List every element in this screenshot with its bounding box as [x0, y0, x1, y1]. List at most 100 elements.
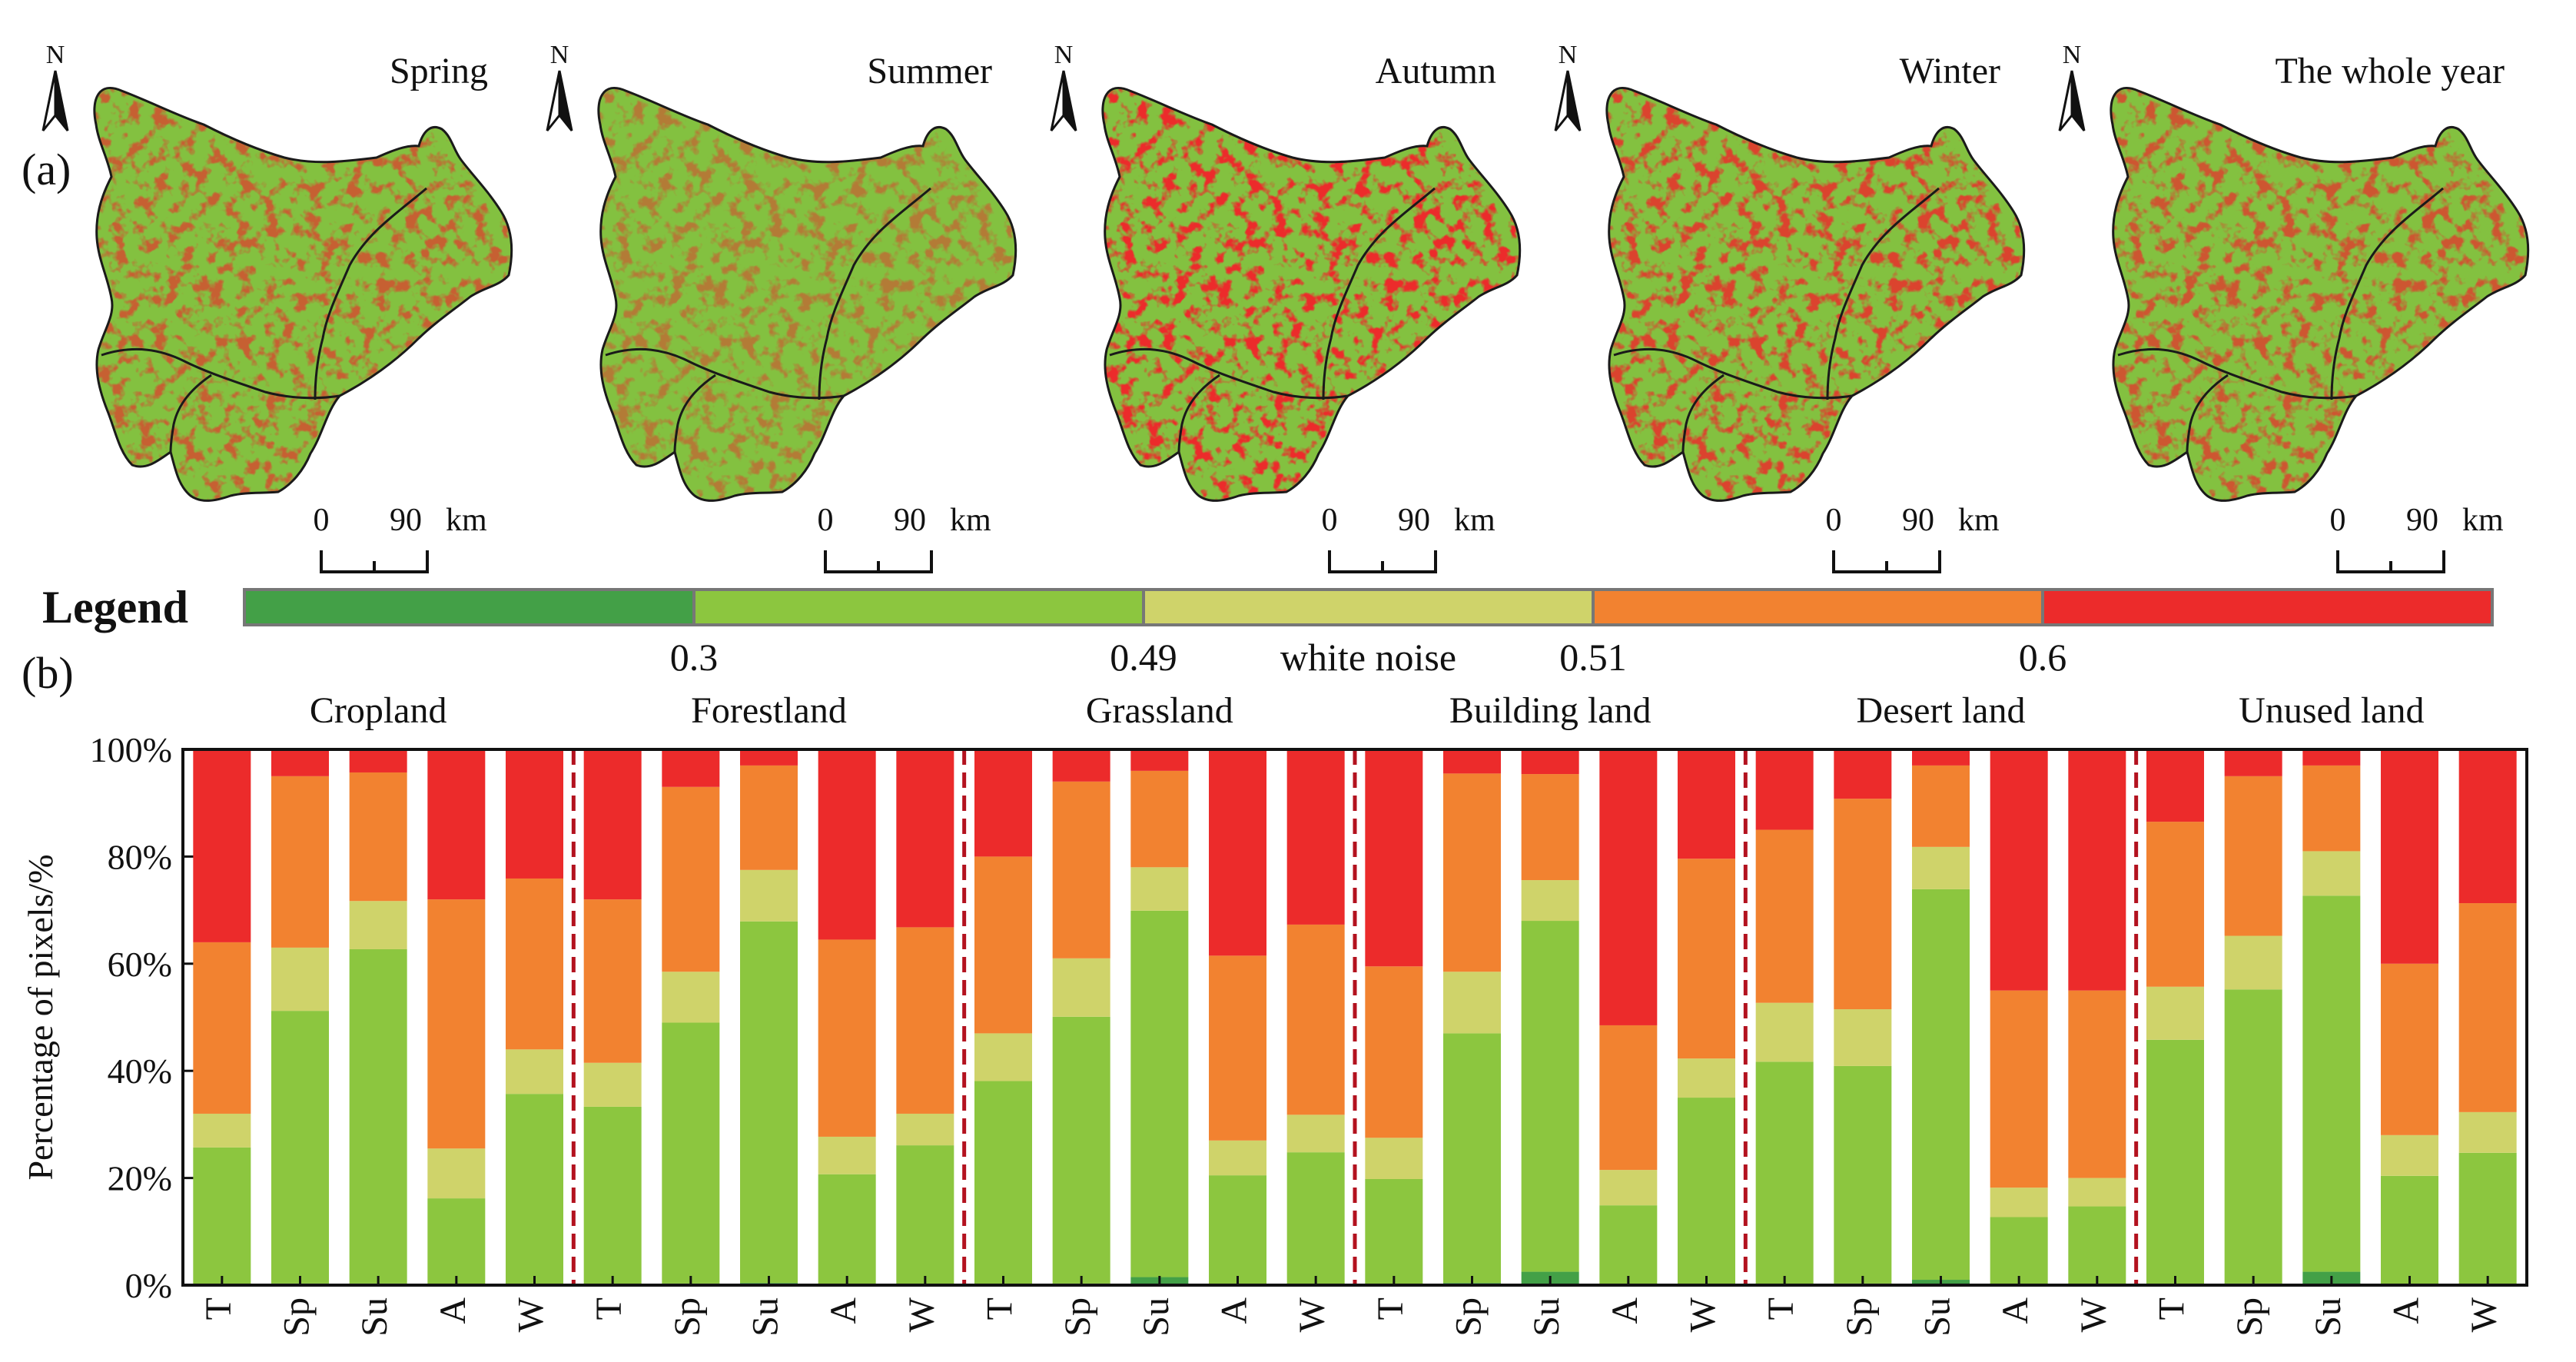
- group-label: Grassland: [1086, 690, 1233, 731]
- bar-segment: [583, 749, 642, 900]
- north-arrow-icon: N: [1554, 41, 1582, 131]
- map-title: Autumn: [1376, 51, 1496, 91]
- map-3: N Autumn 0 90 km: [1050, 41, 1522, 573]
- north-arrow-letter: N: [550, 41, 569, 69]
- bar-segment: [427, 1148, 486, 1199]
- bar-segment: [349, 772, 407, 902]
- scale-unit-label: km: [446, 503, 487, 538]
- bar-segment: [2381, 1134, 2438, 1176]
- scale-distance-label: 90: [1902, 503, 1934, 538]
- bar-segment: [1286, 749, 1345, 925]
- legend-tick-label: 0.6: [2019, 636, 2067, 679]
- bar-segment: [1365, 966, 1423, 1138]
- scale-unit-label: km: [2462, 503, 2504, 538]
- y-tick-label: 0%: [125, 1266, 172, 1305]
- bar-segment: [349, 901, 407, 949]
- bar-segment: [271, 749, 329, 776]
- x-tick-label: Su: [354, 1297, 395, 1337]
- x-tick-label: W: [511, 1297, 552, 1332]
- x-tick-label: A: [1214, 1297, 1255, 1324]
- region-map: [1605, 86, 2026, 502]
- scale-zero-label: 0: [2330, 503, 2346, 538]
- bar-segment: [2068, 1178, 2126, 1207]
- bar-segment: [2381, 1175, 2438, 1284]
- region-hotspots: [2110, 88, 2528, 501]
- bar-segment: [2302, 895, 2361, 1272]
- bar-segment: [740, 749, 798, 766]
- scale-distance-label: 90: [2406, 503, 2438, 538]
- north-arrow-icon: N: [1050, 41, 1077, 131]
- map-4: N Winter 0 90 km: [1554, 41, 2026, 573]
- north-arrow-icon: N: [2058, 41, 2086, 131]
- bar-segment: [1130, 867, 1189, 911]
- group-label: Unused land: [2239, 690, 2424, 731]
- x-tick-label: W: [901, 1297, 942, 1332]
- legend-title: Legend: [42, 582, 188, 633]
- bar-segment: [1209, 1175, 1266, 1284]
- bar-segment: [271, 947, 329, 1012]
- x-tick-label: A: [1995, 1297, 2036, 1324]
- bar-segment: [1443, 972, 1501, 1034]
- bar-segment: [1834, 1065, 1892, 1284]
- bar-segment: [427, 899, 486, 1149]
- x-tick-label: T: [589, 1297, 629, 1320]
- bar-segment: [2224, 935, 2282, 990]
- bar-segment: [193, 942, 251, 1114]
- bar-segment: [896, 927, 954, 1114]
- bar-segment: [2068, 1206, 2126, 1284]
- north-arrow-right-half: [1566, 70, 1582, 131]
- bar-segment: [1599, 1205, 1658, 1284]
- x-tick-label: T: [2152, 1297, 2193, 1320]
- bar-segment: [506, 1049, 563, 1095]
- x-tick-label: Sp: [1449, 1297, 1489, 1337]
- map-1: N Spring 0 90 km: [41, 41, 513, 573]
- bar-segment: [1052, 958, 1110, 1017]
- bar-segment: [1912, 889, 1970, 1281]
- bar-segment: [349, 749, 407, 772]
- bar-segment: [1209, 749, 1266, 956]
- scale-zero-label: 0: [818, 503, 834, 538]
- x-tick-label: W: [2464, 1297, 2505, 1332]
- scale-distance-label: 90: [894, 503, 926, 538]
- y-tick-label: 100%: [90, 730, 172, 769]
- bar-segment: [2224, 989, 2282, 1284]
- region-hotspots: [598, 88, 1016, 501]
- group-label: Forestland: [691, 690, 847, 731]
- map-title: Spring: [390, 51, 488, 91]
- region-map: [1101, 86, 1522, 502]
- region-map: [597, 86, 1017, 502]
- bar-segment: [2068, 990, 2126, 1178]
- x-tick-label: Su: [2308, 1297, 2349, 1337]
- bar-segment: [1990, 1217, 2048, 1284]
- north-arrow-left-half: [2058, 70, 2073, 131]
- x-tick-label: T: [198, 1297, 239, 1320]
- x-tick-label: T: [980, 1297, 1021, 1320]
- scale-bar: 0 90 km: [1826, 503, 2000, 573]
- bar-segment: [1521, 880, 1579, 922]
- scale-unit-label: km: [950, 503, 991, 538]
- bar-segment: [896, 1113, 954, 1146]
- x-tick-label: Sp: [277, 1297, 317, 1337]
- bar-segment: [1599, 1170, 1658, 1206]
- bar-segment: [974, 1033, 1032, 1081]
- legend-swatch: [1142, 588, 1595, 626]
- bar-segment: [1834, 749, 1892, 799]
- legend-swatch: [243, 588, 695, 626]
- scale-bar-line: [1328, 550, 1437, 573]
- bar-segment: [974, 856, 1032, 1034]
- bar-segment: [1365, 1178, 1423, 1284]
- bar-segment: [1912, 765, 1970, 847]
- panel-b-stacked-bar-chart: (b) Percentage of pixels/% 0% 20% 40% 60% 80% 1…: [21, 648, 2528, 1337]
- map-title: The whole year: [2275, 51, 2505, 91]
- bar-segment: [1443, 1033, 1501, 1284]
- scale-bar-line: [824, 550, 933, 573]
- bar-segment: [818, 749, 876, 940]
- bar-segment: [1990, 1188, 2048, 1217]
- north-arrow-letter: N: [46, 41, 65, 69]
- north-arrow-letter: N: [1559, 41, 1578, 69]
- bar-segment: [2458, 1152, 2517, 1284]
- bar-segment: [1286, 1115, 1345, 1153]
- bar-segment: [896, 1145, 954, 1284]
- bar-segment: [662, 786, 720, 972]
